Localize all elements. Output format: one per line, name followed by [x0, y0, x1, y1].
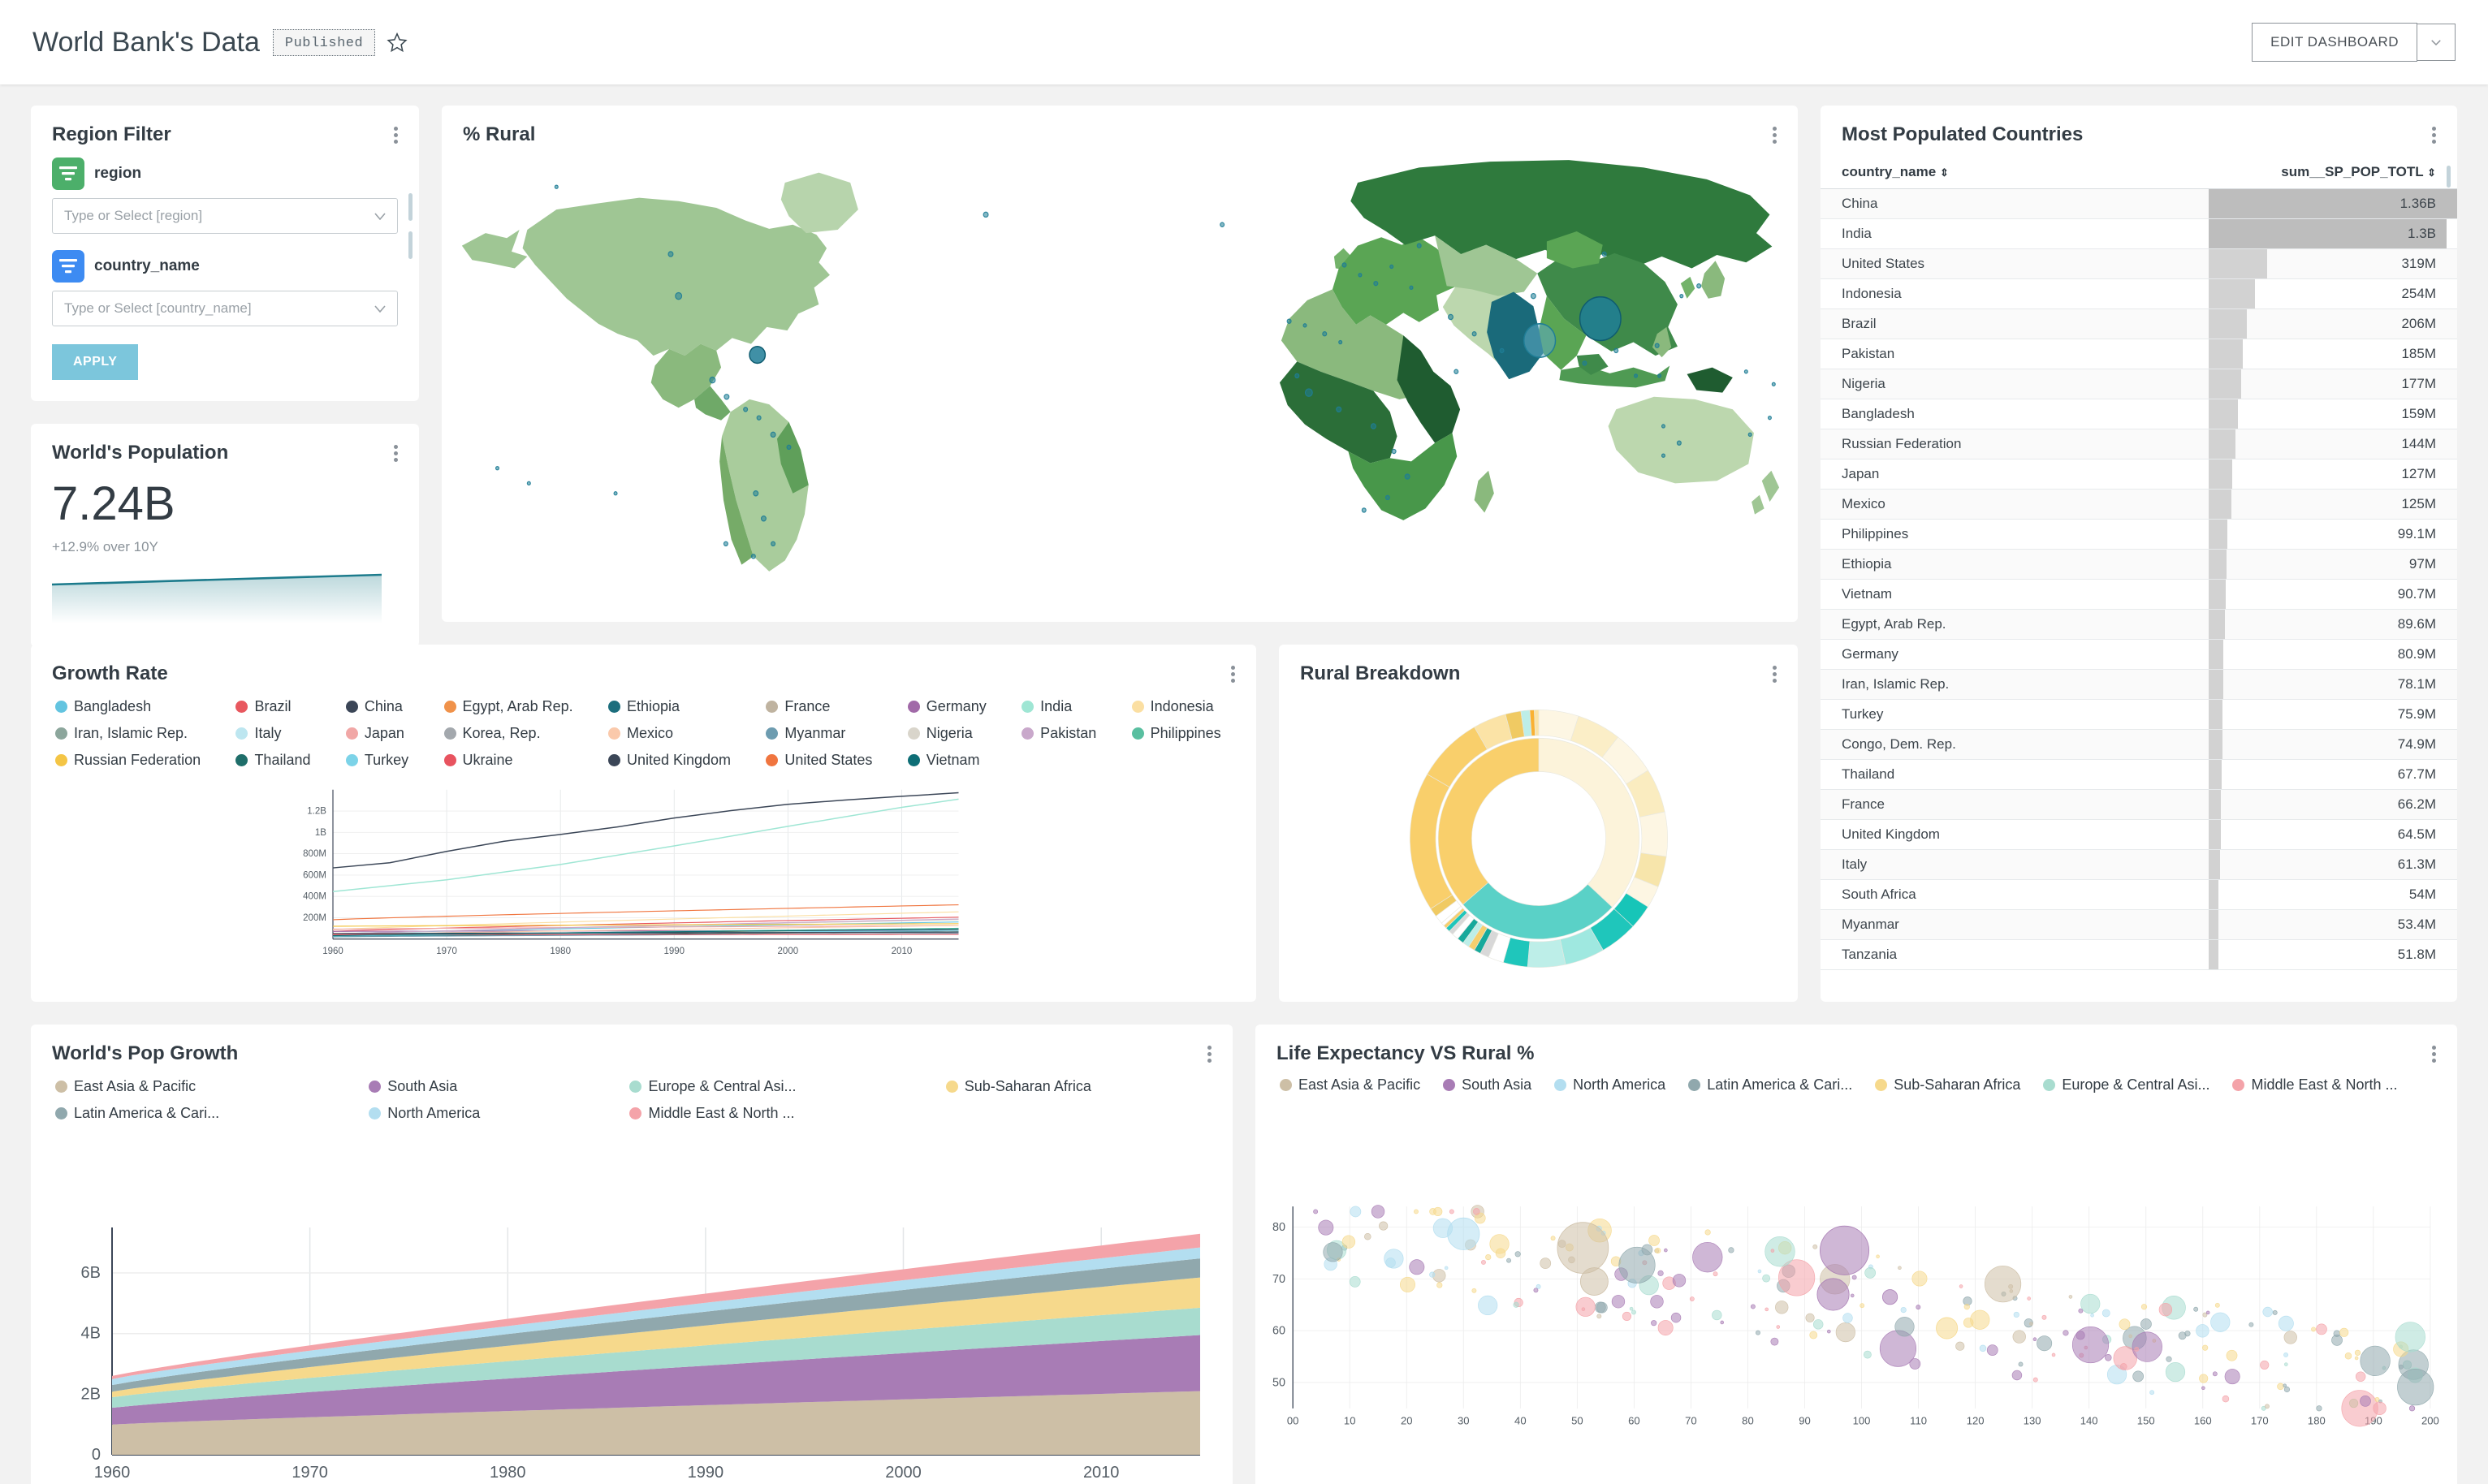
svg-text:200M: 200M	[303, 913, 326, 923]
svg-text:1990: 1990	[663, 947, 685, 956]
svg-text:90: 90	[1799, 1414, 1811, 1426]
svg-text:1980: 1980	[490, 1464, 526, 1482]
svg-text:0: 0	[92, 1446, 101, 1464]
svg-text:170: 170	[2251, 1414, 2269, 1426]
svg-text:160: 160	[2194, 1414, 2212, 1426]
svg-text:150: 150	[2137, 1414, 2155, 1426]
svg-text:2B: 2B	[81, 1385, 101, 1403]
svg-text:1970: 1970	[436, 947, 457, 956]
svg-text:1970: 1970	[292, 1464, 328, 1482]
svg-text:1B: 1B	[315, 828, 326, 838]
svg-text:1.2B: 1.2B	[307, 806, 326, 816]
svg-text:4B: 4B	[81, 1325, 101, 1343]
svg-text:2000: 2000	[885, 1464, 922, 1482]
svg-text:50: 50	[1571, 1414, 1583, 1426]
svg-text:60: 60	[1272, 1325, 1285, 1338]
svg-text:2000: 2000	[778, 947, 799, 956]
svg-text:800M: 800M	[303, 849, 326, 859]
svg-text:80: 80	[1272, 1221, 1285, 1234]
svg-text:2010: 2010	[1083, 1464, 1120, 1482]
svg-text:600M: 600M	[303, 870, 326, 880]
svg-text:110: 110	[1910, 1414, 1927, 1426]
svg-text:1960: 1960	[94, 1464, 131, 1482]
svg-text:40: 40	[1514, 1414, 1527, 1426]
svg-text:50: 50	[1272, 1377, 1285, 1390]
svg-text:70: 70	[1685, 1414, 1697, 1426]
svg-text:100: 100	[1853, 1414, 1871, 1426]
svg-text:10: 10	[1344, 1414, 1356, 1426]
svg-text:1960: 1960	[322, 947, 343, 956]
svg-text:1980: 1980	[550, 947, 571, 956]
svg-text:1990: 1990	[688, 1464, 724, 1482]
svg-text:20: 20	[1401, 1414, 1413, 1426]
svg-text:30: 30	[1458, 1414, 1470, 1426]
svg-text:2010: 2010	[892, 947, 913, 956]
svg-text:6B: 6B	[81, 1264, 101, 1282]
svg-text:180: 180	[2308, 1414, 2326, 1426]
svg-text:80: 80	[1742, 1414, 1754, 1426]
svg-text:200: 200	[2421, 1414, 2439, 1426]
svg-text:140: 140	[2080, 1414, 2098, 1426]
svg-text:400M: 400M	[303, 892, 326, 902]
svg-text:120: 120	[1967, 1414, 1985, 1426]
svg-text:130: 130	[2024, 1414, 2041, 1426]
svg-text:60: 60	[1628, 1414, 1640, 1426]
svg-text:70: 70	[1272, 1273, 1285, 1286]
svg-text:00: 00	[1287, 1414, 1299, 1426]
